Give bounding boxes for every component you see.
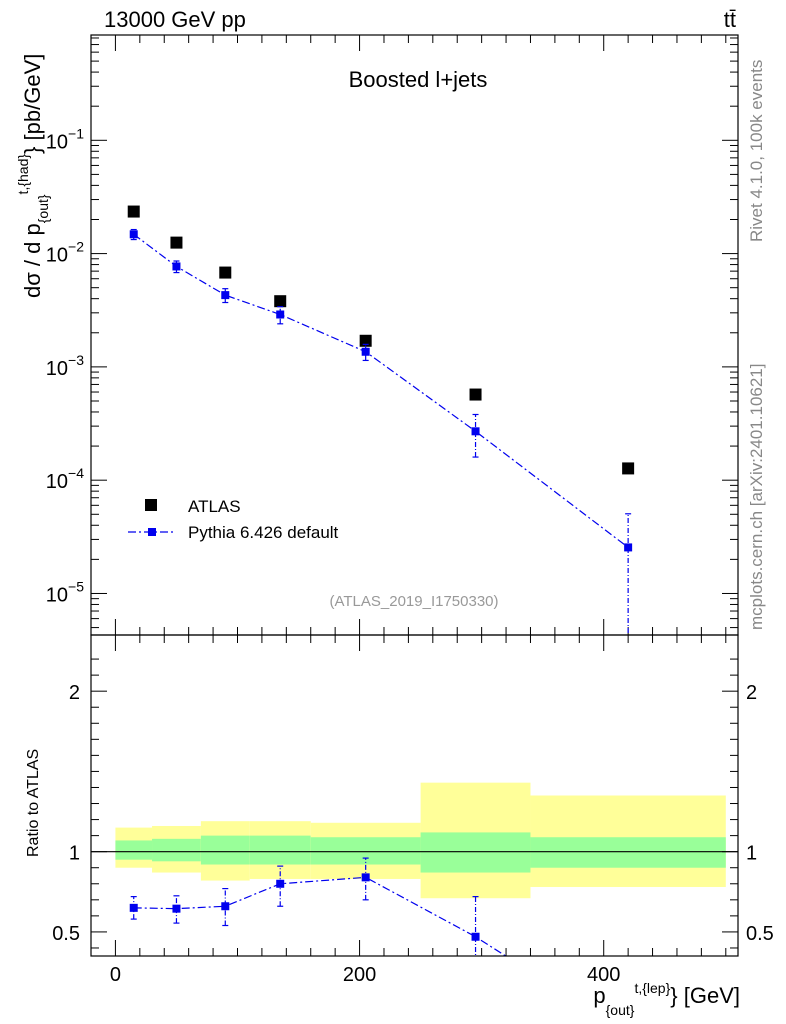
pythia-data-point (624, 543, 633, 552)
pythia-data-point (172, 262, 181, 271)
chart-title: Boosted l+jets (349, 67, 488, 92)
y-tick-exponent: −3 (68, 352, 84, 368)
ratio-y-tick-label-right: 0.5 (746, 923, 774, 945)
ratio-series (129, 857, 507, 956)
process-label: tt̄ (724, 7, 736, 32)
ratio-pythia-group (129, 857, 507, 956)
atlas-data-point (359, 334, 372, 347)
green-band-segment (249, 835, 311, 865)
analysis-id-label: (ATLAS_2019_I1750330) (329, 593, 498, 610)
main-y-axis-label: dσ / d p{out}t,{had}} [pb/GeV] (15, 54, 51, 298)
source-label: mcplots.cern.ch [arXiv:2401.10621] (747, 364, 766, 630)
y-tick-mantissa: 10 (46, 358, 68, 380)
ratio-y-tick-label-right: 2 (746, 682, 757, 704)
x-axis-label-sub: {out} (606, 1002, 635, 1018)
x-axis-label-sup: t,{lep} (634, 980, 670, 996)
ratio-uncertainty-bands (115, 782, 726, 899)
pythia-data-point (221, 291, 230, 300)
main-y-axis-label-base: dσ / d p (20, 223, 45, 298)
x-axis-label: p{out} t,{lep}} [GeV] (593, 980, 740, 1018)
ratio-data-point (361, 873, 370, 882)
green-band-segment (530, 837, 726, 868)
y-tick-exponent: −4 (68, 465, 84, 481)
atlas-data-point (170, 236, 183, 249)
main-series (127, 205, 635, 633)
atlas-data-point (219, 266, 232, 279)
ratio-y-tick-label-right: 1 (746, 843, 757, 865)
atlas-data-point (469, 388, 482, 401)
main-y-axis-label-tail: } [pb/GeV] (20, 54, 45, 154)
y-tick-label: 10−2 (46, 239, 84, 267)
legend-atlas-label: ATLAS (188, 497, 241, 516)
ratio-panel-frame (90, 634, 739, 957)
green-band-segment (420, 832, 531, 873)
y-tick-mantissa: 10 (46, 245, 68, 267)
y-tick-exponent: −2 (68, 239, 84, 255)
legend-pythia-marker (148, 528, 156, 536)
atlas-data-point (274, 295, 287, 308)
green-band-segment (152, 838, 201, 862)
ratio-axis-ticks (90, 635, 738, 956)
y-tick-label: 10−4 (46, 465, 84, 493)
main-y-axis-label-sup: t,{had} (15, 154, 31, 195)
legend: ATLAS Pythia 6.426 default (128, 497, 339, 542)
main-axis-ticks (90, 35, 738, 635)
ratio-data-point (276, 879, 285, 888)
y-tick-exponent: −1 (68, 125, 84, 141)
ratio-y-tick-label-left: 0.5 (52, 923, 80, 945)
atlas-data-point (622, 462, 635, 475)
main-y-axis-label-sub: {out} (35, 194, 51, 223)
y-tick-mantissa: 10 (46, 131, 68, 153)
y-tick-label: 10−1 (46, 125, 84, 153)
ratio-y-axis-label: Ratio to ATLAS (25, 749, 42, 857)
ratio-data-point (471, 932, 480, 941)
green-band-segment (115, 840, 153, 860)
ratio-data-point (129, 903, 138, 912)
y-tick-label: 10−3 (46, 352, 84, 380)
pythia-data-point (129, 230, 138, 239)
pythia-data-point (361, 347, 370, 356)
pythia-data-point (471, 427, 480, 436)
legend-atlas-marker (145, 499, 157, 511)
x-tick-label: 200 (343, 964, 376, 986)
green-band-segment (310, 837, 421, 865)
energy-label: 13000 GeV pp (104, 7, 246, 32)
y-tick-mantissa: 10 (46, 471, 68, 493)
ratio-y-tick-label-left: 1 (69, 843, 80, 865)
main-y-tick-labels: 10−510−410−310−210−1 (46, 125, 84, 606)
legend-pythia-label: Pythia 6.426 default (188, 523, 339, 542)
ratio-y-tick-labels: 0.5 0.5 1 1 2 2 (52, 682, 774, 945)
ratio-panel: 0.5 0.5 1 1 2 2 0 200 400 Ratio to ATLAS p{out}… (25, 634, 774, 1018)
ratio-x-tick-labels: 0 200 400 (110, 964, 621, 986)
rivet-version-label: Rivet 4.1.0, 100k events (747, 60, 766, 242)
green-band-segment (200, 835, 250, 865)
x-tick-label: 0 (110, 964, 121, 986)
ratio-y-tick-label-left: 2 (69, 682, 80, 704)
y-tick-label: 10−5 (46, 578, 84, 606)
atlas-data-point (127, 205, 140, 218)
x-tick-label: 400 (587, 964, 620, 986)
pythia-data-point (276, 310, 285, 319)
main-panel-frame (90, 34, 739, 636)
y-tick-mantissa: 10 (46, 584, 68, 606)
x-axis-label-base: p (593, 983, 605, 1008)
ratio-data-point (172, 904, 181, 913)
y-tick-exponent: −5 (68, 578, 84, 594)
main-panel: 10−510−410−310−210−1 Boosted l+jets (ATL… (15, 34, 739, 636)
ratio-data-point (221, 902, 230, 911)
x-axis-label-tail: } [GeV] (670, 983, 740, 1008)
